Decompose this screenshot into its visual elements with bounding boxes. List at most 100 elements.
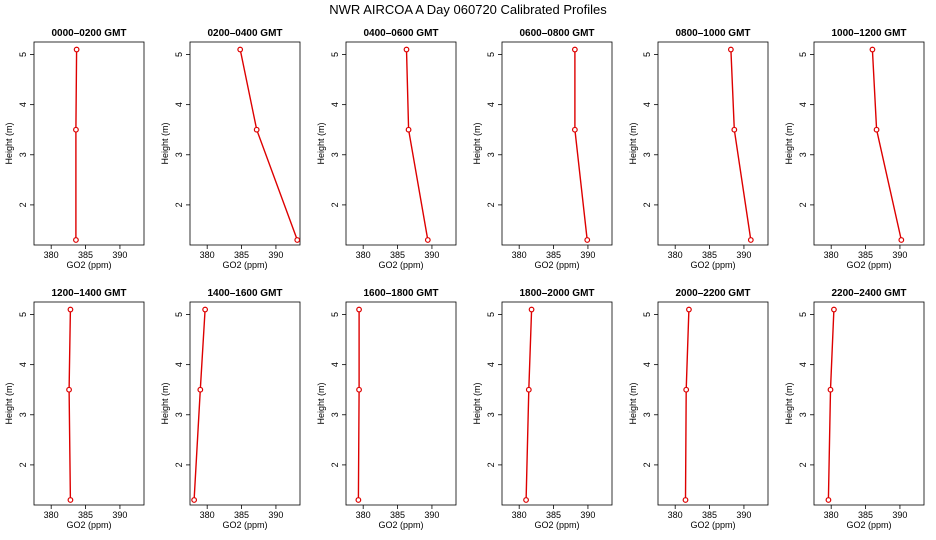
x-axis-label: GO2 (ppm): [378, 260, 423, 270]
profile-line: [574, 49, 588, 241]
y-tick-label: 5: [18, 52, 28, 57]
y-tick-label: 4: [330, 102, 340, 107]
profile-point: [356, 306, 362, 313]
y-tick-label: 2: [642, 462, 652, 467]
profile-line: [193, 309, 206, 501]
x-tick-label: 385: [78, 510, 93, 520]
y-tick-label: 2: [174, 202, 184, 207]
x-tick-label: 385: [390, 250, 405, 260]
profile-line: [357, 309, 360, 501]
y-tick-label: 4: [174, 362, 184, 367]
panel-1: 0000–0200 GMT 380 385 390 2 3 4 5 GO2 (ppm) Heigh…: [4, 28, 145, 270]
y-tick-label: 2: [798, 202, 808, 207]
y-axis-label: Height (m): [316, 122, 326, 164]
x-axis-label: GO2 (ppm): [222, 260, 267, 270]
panels-group: 0000–0200 GMT 380 385 390 2 3 4 5 GO2 (ppm) Heigh…: [4, 28, 925, 530]
y-axis-label: Height (m): [784, 122, 794, 164]
y-tick-label: 3: [330, 152, 340, 157]
panel-title: 0200–0400 GMT: [207, 28, 282, 39]
y-tick-label: 2: [486, 462, 496, 467]
x-tick-label: 380: [668, 250, 683, 260]
panel-9: 1600–1800 GMT 380 385 390 2 3 4 5 GO2 (ppm) Heigh…: [316, 288, 457, 530]
plot-frame: [345, 41, 457, 246]
profile-point: [686, 306, 692, 313]
x-axis-label: GO2 (ppm): [534, 520, 579, 530]
profile-point: [528, 306, 535, 313]
x-tick-label: 385: [234, 510, 249, 520]
y-tick-label: 2: [174, 462, 184, 467]
profile-point: [523, 497, 529, 503]
y-tick-label: 2: [18, 202, 28, 207]
panel-title: 1800–2000 GMT: [519, 288, 594, 299]
profile-point: [898, 237, 905, 243]
x-tick-label: 390: [112, 510, 127, 520]
profile-point: [356, 386, 362, 393]
x-tick-label: 390: [424, 250, 439, 260]
panel-4: 0600–0800 GMT 380 385 390 2 3 4 5 GO2 (ppm) Heigh…: [472, 28, 613, 270]
y-axis-label: Height (m): [4, 122, 14, 164]
profile-point: [571, 126, 578, 133]
y-tick-label: 4: [18, 362, 28, 367]
figure-title: NWR AIRCOA A Day 060720 Calibrated Profi…: [329, 2, 607, 17]
panel-title: 2200–2400 GMT: [831, 288, 906, 299]
profile-line: [405, 49, 429, 241]
y-tick-label: 5: [174, 312, 184, 317]
y-axis-label: Height (m): [784, 382, 794, 424]
profile-point: [253, 126, 260, 133]
plot-frame: [33, 301, 145, 506]
plot-frame: [813, 41, 925, 246]
panel-6: 1000–1200 GMT 380 385 390 2 3 4 5 GO2 (ppm) Heigh…: [784, 28, 925, 270]
profile-point: [727, 46, 734, 53]
profile-point: [873, 126, 880, 133]
x-tick-label: 390: [892, 250, 907, 260]
profile-point: [831, 306, 837, 313]
plot-frame: [33, 41, 145, 246]
y-tick-label: 5: [642, 312, 652, 317]
profile-line: [68, 309, 72, 501]
plot-frame: [813, 301, 925, 506]
plot-frame: [501, 41, 613, 246]
x-tick-label: 385: [858, 250, 873, 260]
profile-point: [424, 237, 431, 243]
plot-frame: [657, 41, 769, 246]
y-axis-label: Height (m): [628, 382, 638, 424]
y-tick-label: 4: [330, 362, 340, 367]
x-tick-label: 390: [736, 510, 751, 520]
y-tick-label: 3: [18, 152, 28, 157]
y-axis-label: Height (m): [160, 382, 170, 424]
profile-line: [239, 49, 298, 241]
x-axis-label: GO2 (ppm): [690, 260, 735, 270]
panel-title: 2000–2200 GMT: [675, 288, 750, 299]
panel-2: 0200–0400 GMT 380 385 390 2 3 4 5 GO2 (ppm) Heigh…: [160, 28, 301, 270]
y-tick-label: 3: [330, 412, 340, 417]
y-tick-label: 2: [18, 462, 28, 467]
x-tick-label: 385: [702, 250, 717, 260]
y-tick-label: 5: [330, 52, 340, 57]
x-tick-label: 380: [824, 250, 839, 260]
profile-point: [825, 497, 832, 503]
profile-point: [571, 46, 578, 53]
x-axis-label: GO2 (ppm): [534, 260, 579, 270]
profile-line: [75, 49, 78, 240]
x-tick-label: 390: [736, 250, 751, 260]
panel-title: 1400–1600 GMT: [207, 288, 282, 299]
panel-title: 0000–0200 GMT: [51, 28, 126, 39]
x-tick-label: 380: [512, 510, 527, 520]
profile-line: [871, 49, 902, 241]
x-axis-label: GO2 (ppm): [66, 260, 111, 270]
x-axis-label: GO2 (ppm): [846, 260, 891, 270]
profile-point: [525, 386, 532, 393]
x-tick-label: 380: [356, 250, 371, 260]
y-tick-label: 5: [486, 52, 496, 57]
profile-point: [827, 386, 834, 393]
plot-frame: [657, 301, 769, 506]
y-axis-label: Height (m): [472, 382, 482, 424]
y-axis-label: Height (m): [160, 122, 170, 164]
y-tick-label: 5: [798, 312, 808, 317]
y-axis-label: Height (m): [472, 122, 482, 164]
panel-title: 1600–1800 GMT: [363, 288, 438, 299]
panel-8: 1400–1600 GMT 380 385 390 2 3 4 5 GO2 (ppm) Heigh…: [160, 288, 301, 530]
x-axis-label: GO2 (ppm): [846, 520, 891, 530]
x-axis-label: GO2 (ppm): [222, 520, 267, 530]
